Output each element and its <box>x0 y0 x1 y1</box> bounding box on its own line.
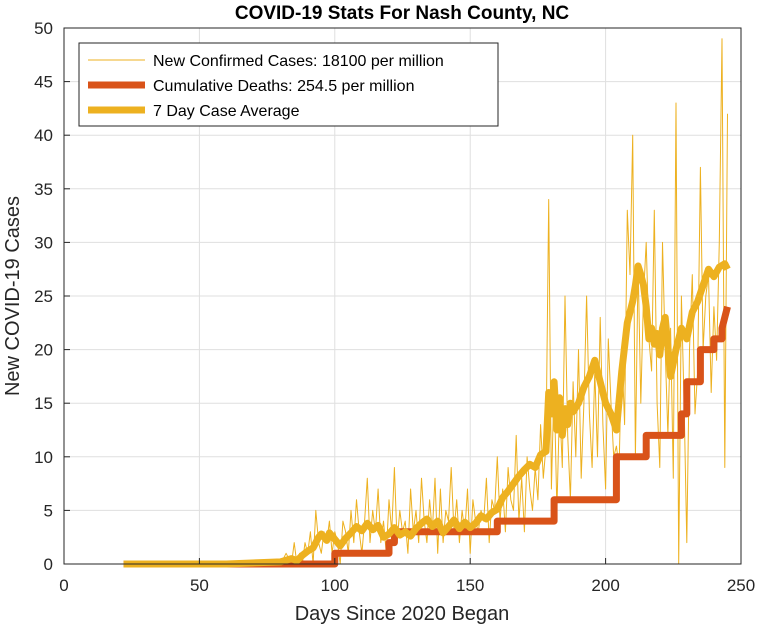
x-tick-label: 250 <box>727 576 755 595</box>
legend-label-7day-avg: 7 Day Case Average <box>153 103 300 120</box>
legend: New Confirmed Cases: 18100 per million C… <box>78 42 499 127</box>
y-tick-label: 40 <box>34 126 53 145</box>
x-tick-label: 200 <box>591 576 619 595</box>
y-tick-label: 50 <box>34 19 53 38</box>
y-tick-label: 10 <box>34 448 53 467</box>
x-tick-label: 100 <box>321 576 349 595</box>
legend-label-new-cases: New Confirmed Cases: 18100 per million <box>153 53 444 70</box>
series-cumulative-deaths <box>123 305 731 568</box>
chart-title: COVID-19 Stats For Nash County, NC <box>235 3 570 24</box>
y-axis-label: New COVID-19 Cases <box>2 196 24 396</box>
y-tick-label: 30 <box>34 233 53 252</box>
ticks: 0 50 100 150 200 250 0 5 10 15 20 25 30 35 40 45 50 <box>34 19 755 595</box>
x-tick-label: 150 <box>456 576 484 595</box>
x-tick-label: 0 <box>59 576 68 595</box>
legend-box <box>78 42 499 127</box>
legend-label-deaths: Cumulative Deaths: 254.5 per million <box>153 78 414 95</box>
series-7day-case-average <box>123 260 731 568</box>
y-tick-label: 20 <box>34 341 53 360</box>
x-axis-label: Days Since 2020 Began <box>295 603 510 625</box>
y-tick-label: 0 <box>44 555 53 574</box>
y-tick-label: 25 <box>34 287 53 306</box>
y-tick-label: 45 <box>34 73 53 92</box>
y-tick-label: 15 <box>34 394 53 413</box>
series-layer <box>123 38 731 568</box>
x-tick-label: 50 <box>190 576 209 595</box>
y-tick-label: 35 <box>34 180 53 199</box>
y-tick-label: 5 <box>44 501 53 520</box>
